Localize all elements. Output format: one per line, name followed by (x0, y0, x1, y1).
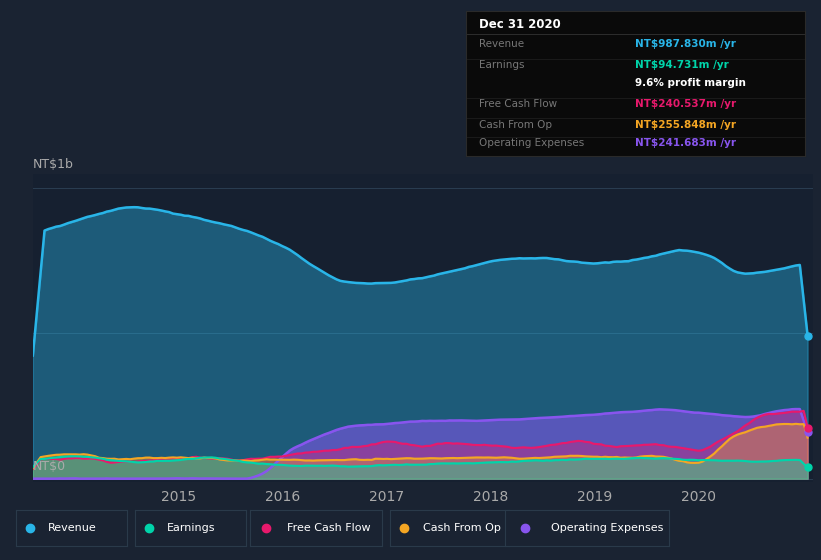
Text: Earnings: Earnings (479, 60, 525, 71)
Text: Earnings: Earnings (167, 523, 215, 533)
Text: Operating Expenses: Operating Expenses (551, 523, 663, 533)
Text: NT$240.537m /yr: NT$240.537m /yr (635, 99, 736, 109)
Text: Operating Expenses: Operating Expenses (479, 138, 585, 148)
Text: Dec 31 2020: Dec 31 2020 (479, 18, 561, 31)
Text: 9.6% profit margin: 9.6% profit margin (635, 78, 746, 88)
Text: NT$0: NT$0 (33, 460, 66, 473)
Text: NT$241.683m /yr: NT$241.683m /yr (635, 138, 736, 148)
Text: NT$94.731m /yr: NT$94.731m /yr (635, 60, 729, 71)
Text: Free Cash Flow: Free Cash Flow (287, 523, 371, 533)
Text: Cash From Op: Cash From Op (424, 523, 501, 533)
Text: Cash From Op: Cash From Op (479, 120, 552, 129)
Text: NT$987.830m /yr: NT$987.830m /yr (635, 39, 736, 49)
Text: Revenue: Revenue (479, 39, 525, 49)
Text: Free Cash Flow: Free Cash Flow (479, 99, 557, 109)
Text: NT$255.848m /yr: NT$255.848m /yr (635, 120, 736, 129)
Text: NT$1b: NT$1b (33, 158, 74, 171)
Text: Revenue: Revenue (48, 523, 96, 533)
